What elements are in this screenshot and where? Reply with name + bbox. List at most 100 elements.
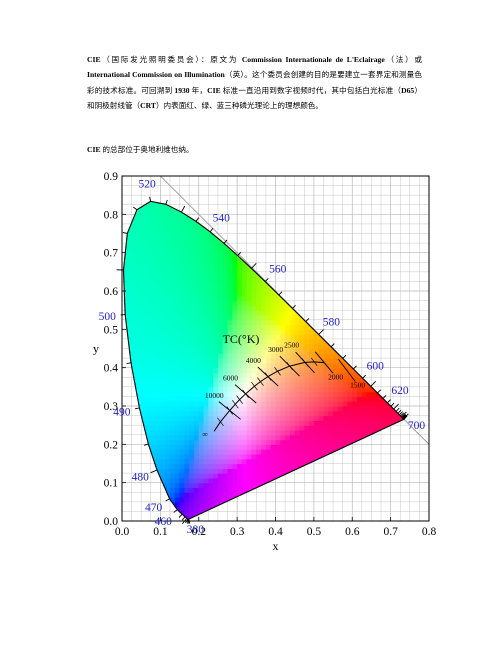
gamut-cell [251, 343, 257, 350]
gamut-cell [280, 353, 286, 359]
gamut-cell [246, 362, 253, 369]
gamut-cell [261, 286, 267, 292]
x-tick-label: 0.8 [422, 526, 437, 538]
gamut-cell [160, 233, 166, 239]
gamut-cell [361, 391, 368, 398]
gamut-cell [160, 420, 166, 426]
gamut-cell [123, 271, 128, 278]
planckian-label: TC(°K) [223, 332, 260, 346]
gamut-cell [169, 343, 176, 350]
gamut-cell [227, 382, 233, 388]
gamut-cell [261, 429, 267, 436]
gamut-cell [141, 334, 147, 340]
gamut-cell [184, 334, 190, 340]
gamut-cell [232, 434, 238, 441]
gamut-cell [150, 386, 157, 393]
gamut-cell [275, 439, 281, 445]
gamut-cell [237, 377, 243, 383]
gamut-cell [184, 319, 190, 326]
gamut-cell [289, 429, 296, 436]
x-tick-label: 0.2 [192, 526, 207, 538]
gamut-cell [261, 348, 267, 354]
gamut-cell [232, 482, 238, 489]
gamut-cell [285, 310, 291, 316]
gamut-cell [261, 463, 267, 469]
gamut-cell [289, 377, 296, 383]
gamut-cell [203, 238, 209, 244]
cie-chromaticity-figure: 380 460 470 480 490 500 520 540 560 580 600 620 700 1… [88, 168, 448, 565]
gamut-cell [145, 439, 152, 445]
gamut-cell [136, 300, 142, 306]
gamut-cell [203, 482, 209, 489]
gamut-cell [227, 425, 233, 431]
gamut-cell [174, 358, 181, 364]
gamut-cell [285, 319, 291, 326]
gamut-cell [193, 314, 200, 321]
gamut-cell [193, 338, 200, 345]
gamut-cell [337, 372, 344, 378]
chart-labels: 3804604704804905005205405605806006207001… [93, 171, 436, 553]
gamut-cell [174, 391, 181, 398]
gamut-cell [265, 391, 272, 398]
gamut-cell [174, 425, 181, 431]
gamut-cell [232, 262, 238, 268]
gamut-cell [150, 228, 157, 235]
intro-segment: （国际发光照明委员会）：原文为 [100, 54, 242, 64]
gamut-cell [246, 410, 253, 417]
gamut-cell [222, 252, 229, 259]
gamut-cell [184, 252, 190, 259]
locus-tick [387, 399, 391, 404]
gamut-cell [150, 338, 157, 345]
gamut-cell [232, 429, 238, 436]
gamut-cell [289, 353, 296, 359]
gamut-cell [141, 295, 147, 302]
gamut-cell [174, 468, 181, 474]
gamut-cell [145, 401, 152, 407]
gamut-cell [217, 382, 224, 388]
gamut-cell [169, 391, 176, 398]
gamut-cell [299, 401, 305, 407]
gamut-cell [141, 305, 147, 311]
gamut-cell [174, 329, 181, 335]
gamut-cell [198, 257, 205, 263]
gamut-cell [198, 247, 205, 254]
gamut-cell [270, 391, 277, 398]
gamut-cell [169, 473, 176, 479]
gamut-cell [217, 492, 224, 498]
gamut-cell [232, 324, 238, 330]
gamut-cell [333, 353, 339, 359]
gamut-cell [376, 420, 382, 426]
gamut-cell [299, 382, 305, 388]
gamut-cell [227, 338, 233, 345]
gamut-cell [141, 243, 147, 249]
gamut-cell [155, 358, 161, 364]
gamut-cell [179, 223, 185, 230]
gamut-cell [208, 310, 214, 316]
gamut-cell [174, 252, 181, 259]
gamut-cell [174, 372, 181, 378]
gamut-cell [165, 415, 171, 421]
gamut-cell [357, 429, 363, 436]
gamut-cell [304, 396, 310, 402]
gamut-cell [232, 453, 238, 460]
gamut-cell [179, 420, 185, 426]
gamut-cell [251, 348, 257, 354]
gamut-cell [169, 358, 176, 364]
gamut-cell [184, 410, 190, 417]
gamut-cell [208, 252, 214, 259]
gamut-cell [289, 406, 296, 412]
gamut-cell [232, 377, 238, 383]
gamut-cell [275, 444, 281, 450]
gamut-cell [189, 377, 195, 383]
gamut-cell [251, 338, 257, 345]
gamut-cell [251, 319, 257, 326]
gamut-cell [227, 348, 233, 354]
gamut-cell [270, 458, 277, 465]
gamut-cell [265, 439, 272, 445]
gamut-cell [174, 429, 181, 436]
gamut-cell [141, 233, 147, 239]
gamut-cell [280, 391, 286, 398]
gamut-cell [251, 434, 257, 441]
gamut-cell [184, 458, 190, 465]
x-tick-label: 0.0 [115, 526, 130, 538]
